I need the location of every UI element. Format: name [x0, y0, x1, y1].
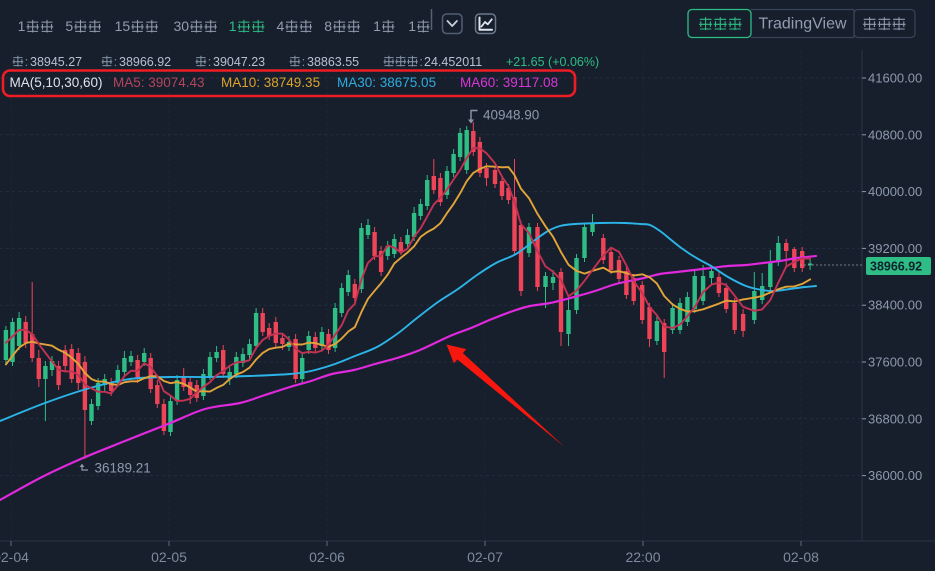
svg-text:1: 1	[18, 18, 26, 34]
svg-text:1: 1	[408, 18, 416, 34]
svg-text:5: 5	[65, 18, 73, 34]
svg-text:1: 1	[229, 18, 237, 34]
svg-text::: :	[419, 55, 422, 69]
svg-text:8: 8	[324, 18, 332, 34]
svg-text:39047.23: 39047.23	[213, 55, 265, 69]
svg-text:38400.00: 38400.00	[868, 298, 922, 313]
svg-text::: :	[25, 55, 28, 69]
svg-text:MA5: 39074.43: MA5: 39074.43	[113, 75, 205, 90]
svg-text:41600.00: 41600.00	[868, 71, 922, 86]
svg-text:38966.92: 38966.92	[870, 260, 922, 274]
svg-text:30: 30	[174, 18, 190, 34]
svg-text:38966.92: 38966.92	[119, 55, 171, 69]
svg-text:36800.00: 36800.00	[868, 411, 922, 426]
svg-text::: :	[208, 55, 211, 69]
svg-text:MA(5,10,30,60): MA(5,10,30,60)	[10, 75, 103, 90]
svg-text:+21.65 (+0.06%): +21.65 (+0.06%)	[506, 55, 599, 69]
svg-text:37600.00: 37600.00	[868, 355, 922, 370]
svg-text:40000.00: 40000.00	[868, 184, 922, 199]
svg-text:02-08: 02-08	[783, 549, 819, 565]
svg-text:02-05: 02-05	[151, 549, 187, 565]
svg-text::: :	[114, 55, 117, 69]
svg-text:4: 4	[277, 18, 285, 34]
svg-text:TradingView: TradingView	[758, 16, 846, 33]
svg-text:38945.27: 38945.27	[30, 55, 82, 69]
svg-text:MA60: 39117.08: MA60: 39117.08	[460, 75, 558, 90]
svg-text:39200.00: 39200.00	[868, 241, 922, 256]
svg-text:22:00: 22:00	[625, 549, 660, 565]
svg-text::: :	[302, 55, 305, 69]
svg-text:MA30: 38675.05: MA30: 38675.05	[337, 75, 436, 90]
svg-text:15: 15	[115, 18, 131, 34]
svg-text:40948.90: 40948.90	[483, 108, 539, 123]
svg-text:24.452011: 24.452011	[424, 55, 482, 69]
svg-text:1: 1	[373, 18, 381, 34]
svg-text:40800.00: 40800.00	[868, 127, 922, 142]
svg-text:02-04: 02-04	[0, 549, 29, 565]
svg-text:36189.21: 36189.21	[95, 461, 151, 476]
svg-text:02-07: 02-07	[467, 549, 503, 565]
svg-text:02-06: 02-06	[309, 549, 345, 565]
svg-text:36000.00: 36000.00	[868, 468, 922, 483]
svg-text:38863.55: 38863.55	[307, 55, 359, 69]
svg-text:MA10: 38749.35: MA10: 38749.35	[221, 75, 320, 90]
